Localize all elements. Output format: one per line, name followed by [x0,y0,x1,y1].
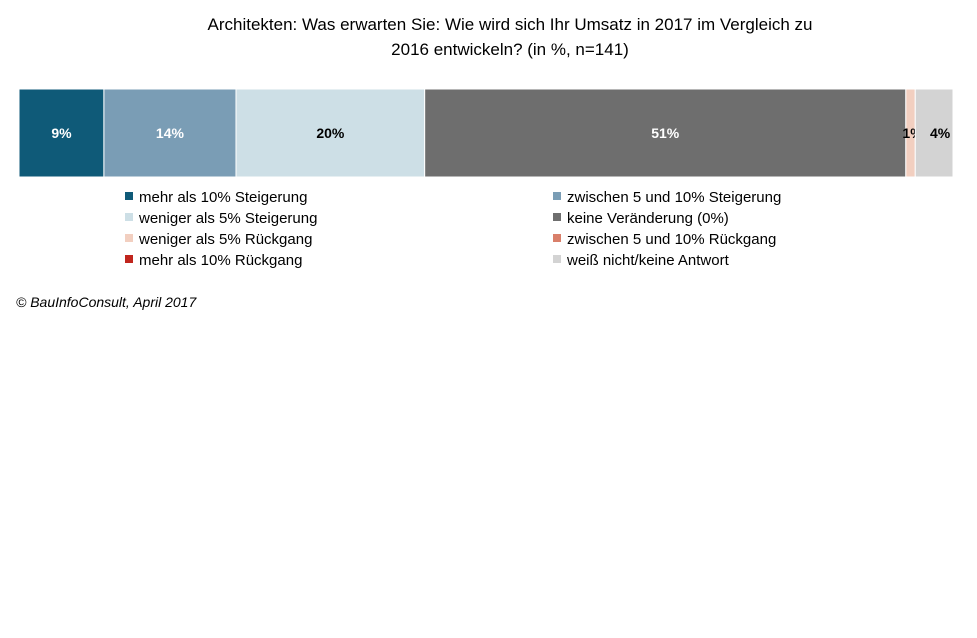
bar-segment-label-3: 51% [651,125,680,141]
legend-item-2: weniger als 5% Steigerung [125,208,317,229]
legend-swatch-4 [125,234,133,242]
legend-label-3: keine Veränderung (0%) [567,210,729,227]
bar-segment-7 [914,88,954,178]
legend-label-5: zwischen 5 und 10% Rückgang [567,231,777,248]
legend-item-0: mehr als 10% Steigerung [125,187,307,208]
legend-item-1: zwischen 5 und 10% Steigerung [553,187,781,208]
legend-label-2: weniger als 5% Steigerung [139,210,318,227]
legend-swatch-7 [553,255,561,263]
bar-segment-label-1: 14% [156,125,185,141]
legend-swatch-3 [553,213,561,221]
legend-label-7: weiß nicht/keine Antwort [567,252,729,269]
chart-title-line-2: 2016 entwickeln? (in %, n=141) [391,40,629,59]
bar-segment-2 [235,88,426,178]
legend-item-3: keine Veränderung (0%) [553,208,729,229]
legend-label-4: weniger als 5% Rückgang [139,231,313,248]
bar-segment-label-0: 9% [51,125,72,141]
legend-item-4: weniger als 5% Rückgang [125,229,312,250]
chart-title: Architekten: Was erwarten Sie: Wie wird … [110,12,910,62]
legend-item-7: weiß nicht/keine Antwort [553,250,729,271]
chart-legend: mehr als 10% Steigerung zwischen 5 und 10… [0,187,977,277]
bar-segment-0 [18,88,105,178]
legend-swatch-1 [553,192,561,200]
copyright-footer: © BauInfoConsult, April 2017 [16,294,197,310]
legend-item-5: zwischen 5 und 10% Rückgang [553,229,776,250]
stacked-bar-chart: 9% 14% 20% 51% 1% 4% [18,88,954,178]
legend-label-1: zwischen 5 und 10% Steigerung [567,189,782,206]
bar-segment-3 [424,88,907,178]
legend-swatch-0 [125,192,133,200]
bar-segment-label-2: 20% [316,125,345,141]
bar-segment-label-7: 4% [930,125,951,141]
chart-title-line-1: Architekten: Was erwarten Sie: Wie wird … [207,15,813,34]
legend-label-0: mehr als 10% Steigerung [139,189,308,206]
legend-swatch-2 [125,213,133,221]
legend-swatch-5 [553,234,561,242]
legend-swatch-6 [125,255,133,263]
legend-item-6: mehr als 10% Rückgang [125,250,302,271]
legend-label-6: mehr als 10% Rückgang [139,252,303,269]
